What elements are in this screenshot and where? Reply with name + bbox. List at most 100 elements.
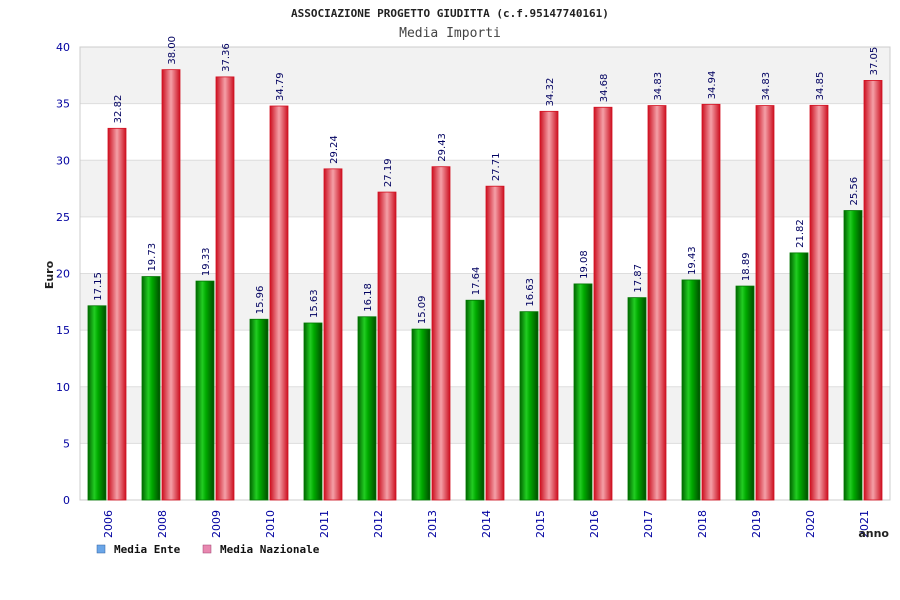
bar-media-nazionale (647, 105, 667, 501)
grid-band (80, 160, 890, 217)
bar-media-ente (249, 318, 269, 501)
grid-band (80, 47, 890, 104)
legend-label-media-ente: Media Ente (114, 543, 181, 556)
bar-value-label: 18.89 (741, 252, 752, 281)
bar-value-label: 19.73 (147, 243, 158, 272)
bar-media-nazionale (161, 69, 181, 501)
bar-media-ente (357, 316, 377, 501)
bar-media-ente (141, 276, 161, 501)
grid-band (80, 103, 890, 161)
chart-subtitle: Media Importi (399, 26, 501, 41)
grid-band (80, 386, 890, 444)
x-tick-label: 2021 (858, 510, 871, 538)
grid-band (80, 273, 890, 331)
bar-value-label: 15.09 (417, 295, 428, 324)
x-tick-label: 2019 (750, 510, 763, 538)
bar-value-label: 34.83 (653, 72, 664, 101)
grid-band (80, 443, 890, 500)
bar-value-label: 37.36 (221, 43, 232, 72)
y-tick-label: 15 (56, 324, 70, 337)
y-tick-label: 35 (56, 98, 70, 111)
y-tick-label: 20 (56, 268, 70, 281)
bar-media-ente (843, 210, 863, 501)
bar-media-nazionale (323, 168, 343, 501)
bar-value-label: 38.00 (167, 36, 178, 65)
x-tick-label: 2017 (642, 510, 655, 538)
x-tick-label: 2006 (102, 510, 115, 538)
bar-media-ente (303, 322, 323, 501)
grid-band (80, 216, 890, 274)
x-tick-label: 2015 (534, 510, 547, 538)
bar-media-nazionale (863, 80, 883, 501)
bar-value-label: 34.85 (815, 72, 826, 101)
bar-value-label: 15.63 (309, 289, 320, 318)
x-tick-label: 2011 (318, 510, 331, 538)
x-tick-label: 2010 (264, 510, 277, 538)
legend: Media Ente Media Nazionale (96, 543, 320, 556)
x-tick-label: 2020 (804, 510, 817, 538)
bar-media-ente (681, 279, 701, 501)
bar-value-label: 34.32 (545, 78, 556, 107)
bar-value-label: 34.79 (275, 72, 286, 101)
chart-title: ASSOCIAZIONE PROGETTO GIUDITTA (c.f.9514… (291, 7, 609, 20)
bar-media-nazionale (107, 127, 127, 501)
legend-swatch-media-ente (96, 544, 106, 554)
bars (87, 69, 883, 501)
bar-value-label: 25.56 (849, 177, 860, 206)
y-tick-label: 40 (56, 41, 70, 54)
x-tick-label: 2009 (210, 510, 223, 538)
bar-media-ente (87, 305, 107, 501)
bar-media-nazionale (539, 110, 559, 501)
plot-area-border (79, 46, 891, 501)
bar-media-ente (195, 280, 215, 501)
bar-value-label: 17.87 (633, 264, 644, 293)
y-axis-label: Euro (43, 260, 56, 289)
bar-value-label: 29.24 (329, 135, 340, 164)
bar-media-nazionale (701, 103, 721, 501)
bar-media-nazionale (755, 105, 775, 501)
x-tick-label: 2008 (156, 510, 169, 538)
x-tick-label: 2012 (372, 510, 385, 538)
bar-media-ente (735, 285, 755, 501)
bar-value-label: 27.19 (383, 158, 394, 187)
bar-value-label: 19.08 (579, 250, 590, 279)
bar-media-ente (627, 297, 647, 501)
legend-swatch-media-nazionale (202, 544, 212, 554)
bar-media-ente (465, 299, 485, 501)
bar-value-label: 17.64 (471, 267, 482, 296)
bar-value-label: 34.68 (599, 74, 610, 103)
bar-value-label: 34.94 (707, 71, 718, 100)
value-labels: 17.15 32.82 19.73 38.00 19.33 37.36 15.96 34.79… (93, 36, 880, 324)
bar-value-label: 21.82 (795, 219, 806, 248)
bar-value-label: 29.43 (437, 133, 448, 162)
x-tick-label: 2014 (480, 510, 493, 538)
y-tick-label: 30 (56, 154, 70, 167)
bar-media-ente (411, 328, 431, 501)
bar-media-nazionale (377, 191, 397, 501)
y-tick-label: 10 (56, 381, 70, 394)
x-axis: 2006 2008 2009 2010 2011 2012 2013 2014 2015 2016… (102, 510, 871, 538)
bar-media-nazionale (431, 166, 451, 501)
bar-media-nazionale (593, 106, 613, 501)
bar-value-label: 15.96 (255, 286, 266, 315)
bar-media-ente (519, 311, 539, 501)
bar-value-label: 37.05 (869, 47, 880, 76)
bar-value-label: 19.43 (687, 246, 698, 275)
bar-media-nazionale (809, 104, 829, 501)
bar-value-label: 17.15 (93, 272, 104, 301)
y-tick-label: 5 (63, 437, 70, 450)
bar-media-ente (789, 252, 809, 501)
y-tick-label: 0 (63, 494, 70, 507)
x-tick-label: 2013 (426, 510, 439, 538)
x-tick-label: 2016 (588, 510, 601, 538)
bar-value-label: 16.18 (363, 283, 374, 312)
bar-media-nazionale (485, 185, 505, 501)
y-axis: 0 5 10 15 20 25 30 35 40 (56, 41, 70, 507)
bar-value-label: 34.83 (761, 72, 772, 101)
bar-media-ente (573, 283, 593, 501)
bar-value-label: 32.82 (113, 95, 124, 124)
x-axis-label: anno (858, 527, 889, 540)
legend-label-media-nazionale: Media Nazionale (220, 543, 320, 556)
bar-media-nazionale (269, 105, 289, 501)
